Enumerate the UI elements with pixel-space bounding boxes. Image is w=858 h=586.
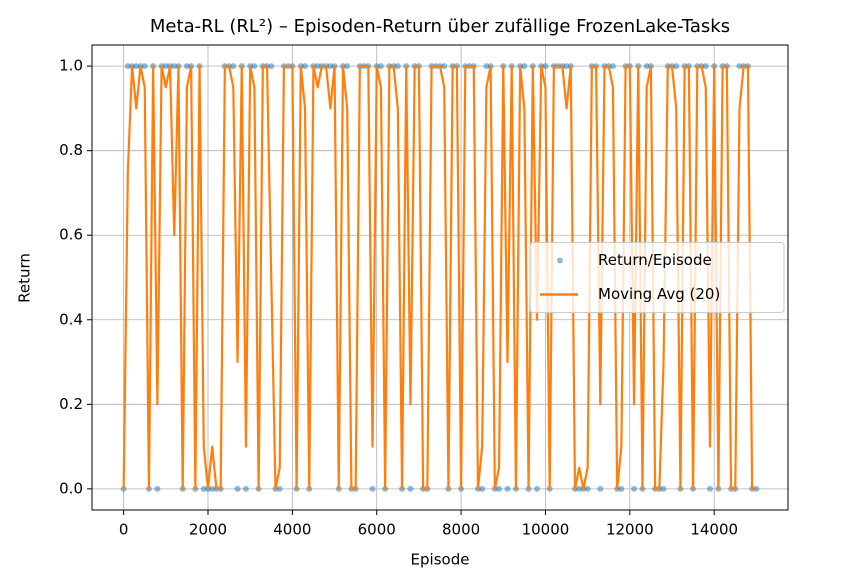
- return-point: [753, 485, 760, 492]
- x-tick-label: 10000: [522, 521, 570, 539]
- return-point: [120, 485, 127, 492]
- return-point: [171, 63, 178, 70]
- return-point: [706, 485, 713, 492]
- y-tick-label: 0.2: [59, 395, 83, 413]
- legend-label: Return/Episode: [598, 251, 712, 269]
- return-point: [576, 485, 583, 492]
- x-tick-label: 0: [119, 521, 129, 539]
- return-point: [344, 63, 351, 70]
- return-point: [673, 63, 680, 70]
- x-tick-label: 6000: [358, 521, 396, 539]
- return-point: [327, 63, 334, 70]
- legend-label: Moving Avg (20): [598, 285, 720, 303]
- return-point: [162, 63, 169, 70]
- return-point: [534, 485, 541, 492]
- axes-frame: [91, 44, 789, 511]
- return-point: [230, 63, 237, 70]
- y-tick-label: 0.4: [59, 310, 83, 328]
- return-point: [609, 63, 616, 70]
- moving-average-line: [122, 65, 757, 490]
- x-tick-label: 12000: [606, 521, 654, 539]
- return-point: [268, 63, 275, 70]
- return-point: [302, 63, 309, 70]
- x-tick-label: 8000: [442, 521, 480, 539]
- return-point: [483, 63, 490, 70]
- return-point: [479, 485, 486, 492]
- x-tick-label: 4000: [273, 521, 311, 539]
- return-point: [314, 63, 321, 70]
- return-point: [631, 485, 638, 492]
- y-tick-label: 0.8: [59, 141, 83, 159]
- return-point: [369, 485, 376, 492]
- return-point: [183, 63, 190, 70]
- return-point: [377, 63, 384, 70]
- return-point: [542, 63, 549, 70]
- return-point: [133, 63, 140, 70]
- return-point: [209, 485, 216, 492]
- return-point: [441, 63, 448, 70]
- return-point: [242, 485, 249, 492]
- x-tick-label: 14000: [690, 521, 738, 539]
- return-point: [504, 485, 511, 492]
- return-point: [702, 63, 709, 70]
- y-tick-label: 0.0: [59, 479, 83, 497]
- return-point: [521, 63, 528, 70]
- return-point: [496, 485, 503, 492]
- return-point: [154, 485, 161, 492]
- return-point: [234, 485, 241, 492]
- y-axis-label: Return: [16, 253, 34, 303]
- return-point: [643, 63, 650, 70]
- return-point: [394, 63, 401, 70]
- return-point: [276, 485, 283, 492]
- legend: Return/Episode Moving Avg (20): [529, 242, 785, 313]
- x-axis-label: Episode: [411, 551, 470, 569]
- plot-area: [120, 63, 760, 492]
- x-tick-label: 2000: [189, 521, 227, 539]
- return-point: [563, 63, 570, 70]
- return-point: [597, 485, 604, 492]
- return-point: [618, 485, 625, 492]
- legend-marker: [557, 257, 563, 264]
- return-point: [141, 63, 148, 70]
- return-point: [584, 485, 591, 492]
- return-point: [660, 485, 667, 492]
- chart-title: Meta-RL (RL²) – Episoden-Return über zuf…: [150, 16, 730, 37]
- return-point: [736, 63, 743, 70]
- legend-box: [529, 242, 785, 313]
- return-point: [251, 63, 258, 70]
- y-tick-label: 0.6: [59, 226, 83, 244]
- return-point: [200, 485, 207, 492]
- return-point: [124, 63, 131, 70]
- y-tick-label: 1.0: [59, 57, 83, 75]
- return-point: [407, 485, 414, 492]
